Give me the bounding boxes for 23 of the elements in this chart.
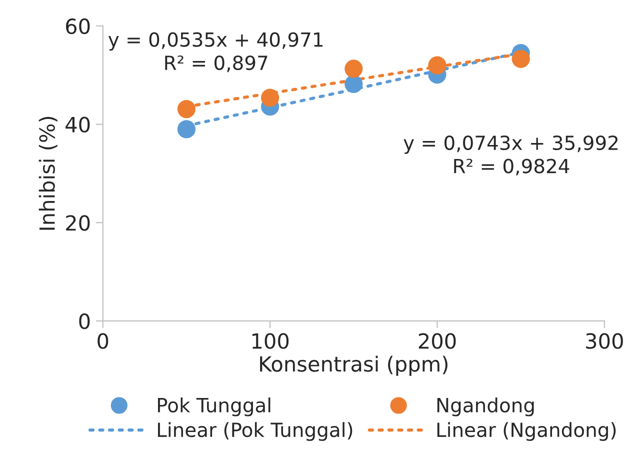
point	[344, 60, 363, 78]
legend-label: Linear (Pok Tunggal)	[158, 422, 352, 441]
annotation: y = 0,0743x + 35,992 R² = 0,9824	[404, 135, 618, 176]
y-tick-label: 40	[66, 116, 90, 133]
x-tick-label: 100	[252, 333, 289, 349]
y-tick-label: 0	[79, 313, 90, 330]
annotation: y = 0,0535x + 40,971 R² = 0,897	[108, 32, 322, 72]
x-tick-label: 300	[586, 333, 623, 349]
point	[512, 50, 530, 68]
x-tick-label: 0	[98, 333, 108, 349]
legend-label: Linear (Ngandong)	[437, 422, 616, 441]
point	[261, 88, 280, 107]
y-tick-label: 20	[66, 215, 90, 231]
y-axis-title: Inhibisi (%)	[38, 116, 58, 230]
point	[177, 120, 196, 138]
y-tick-label: 60	[66, 18, 90, 34]
point	[344, 74, 363, 94]
x-tick-label: 200	[418, 333, 456, 349]
x-axis-title: Konsentrasi (ppm)	[260, 356, 448, 376]
legend-label: Pok Tunggal	[158, 397, 270, 416]
point	[177, 100, 196, 118]
legend-label: Ngandong	[437, 397, 534, 416]
point	[428, 56, 446, 74]
